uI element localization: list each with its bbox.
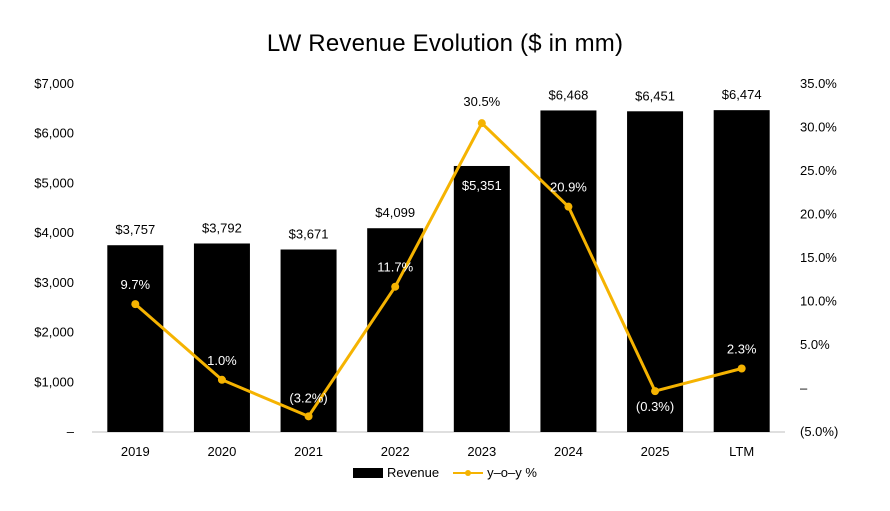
y-right-tick-label: – bbox=[800, 381, 808, 396]
revenue-data-label: $3,757 bbox=[115, 222, 155, 237]
revenue-bar bbox=[280, 249, 337, 432]
revenue-bar bbox=[713, 110, 770, 432]
y-left-tick-label: $1,000 bbox=[34, 374, 74, 389]
revenue-data-label: $3,792 bbox=[202, 220, 242, 235]
yoy-line bbox=[134, 121, 743, 418]
y-left-tick-label: $3,000 bbox=[34, 275, 74, 290]
legend-label-yoy: y–o–y % bbox=[487, 465, 537, 480]
revenue-bar bbox=[107, 245, 164, 432]
x-tick-label: 2020 bbox=[207, 444, 236, 459]
yoy-point bbox=[564, 202, 573, 211]
revenue-data-label: $6,468 bbox=[549, 87, 589, 102]
yoy-point bbox=[737, 364, 746, 373]
yoy-data-label: 1.0% bbox=[207, 353, 237, 368]
y-right-tick-label: 15.0% bbox=[800, 250, 837, 265]
revenue-data-label: $3,671 bbox=[289, 226, 329, 241]
revenue-data-label: $4,099 bbox=[375, 205, 415, 220]
yoy-point bbox=[477, 119, 486, 128]
y-right-tick-label: 5.0% bbox=[800, 337, 830, 352]
revenue-data-label: $5,351 bbox=[462, 178, 502, 193]
y-left-tick-label: $2,000 bbox=[34, 325, 74, 340]
yoy-data-label: 9.7% bbox=[120, 277, 150, 292]
x-tick-label: 2022 bbox=[381, 444, 410, 459]
legend: Revenue y–o–y % bbox=[0, 465, 890, 480]
x-tick-label: 2023 bbox=[467, 444, 496, 459]
chart-title: LW Revenue Evolution ($ in mm) bbox=[266, 30, 624, 57]
y-left-tick-label: – bbox=[67, 424, 75, 439]
x-tick-label: LTM bbox=[729, 444, 754, 459]
x-tick-label: 2025 bbox=[641, 444, 670, 459]
y-left-tick-label: $5,000 bbox=[34, 175, 74, 190]
revenue-bar bbox=[367, 228, 424, 432]
y-right-tick-label: 35.0% bbox=[800, 76, 837, 91]
yoy-point bbox=[391, 282, 400, 291]
yoy-data-label: 2.3% bbox=[727, 341, 757, 356]
x-tick-label: 2019 bbox=[121, 444, 150, 459]
yoy-data-label: 11.7% bbox=[377, 260, 413, 275]
y-right-tick-label: 30.0% bbox=[800, 120, 837, 135]
y-left-tick-label: $7,000 bbox=[34, 76, 74, 91]
yoy-data-label: (3.2%) bbox=[289, 390, 327, 405]
y-right-tick-label: (5.0%) bbox=[800, 424, 838, 439]
y-right-tick-label: 25.0% bbox=[800, 163, 837, 178]
y-left-tick-label: $6,000 bbox=[34, 126, 74, 141]
yoy-data-label: 20.9% bbox=[550, 180, 587, 195]
revenue-data-label: $6,451 bbox=[635, 88, 675, 103]
legend-item-revenue: Revenue bbox=[353, 465, 439, 480]
legend-label-revenue: Revenue bbox=[387, 465, 440, 480]
y-right-tick-label: 10.0% bbox=[800, 294, 837, 309]
legend-item-yoy: y–o–y % bbox=[453, 465, 537, 480]
yoy-data-label: (0.3%) bbox=[636, 399, 674, 414]
x-tick-label: 2021 bbox=[294, 444, 323, 459]
y-right-tick-label: 20.0% bbox=[800, 207, 837, 222]
legend-swatch-yoy bbox=[453, 468, 484, 478]
yoy-point bbox=[217, 375, 226, 384]
revenue-bar bbox=[627, 111, 684, 432]
revenue-bar bbox=[193, 243, 250, 432]
legend-swatch-revenue bbox=[353, 467, 384, 478]
revenue-bar bbox=[540, 110, 597, 432]
x-tick-label: 2024 bbox=[554, 444, 583, 459]
yoy-point bbox=[131, 300, 140, 309]
revenue-bar bbox=[453, 165, 510, 432]
yoy-point bbox=[304, 412, 313, 421]
yoy-point bbox=[651, 387, 660, 396]
revenue-data-label: $6,474 bbox=[722, 87, 762, 102]
yoy-data-label: 30.5% bbox=[463, 94, 500, 109]
y-left-tick-label: $4,000 bbox=[34, 225, 74, 240]
